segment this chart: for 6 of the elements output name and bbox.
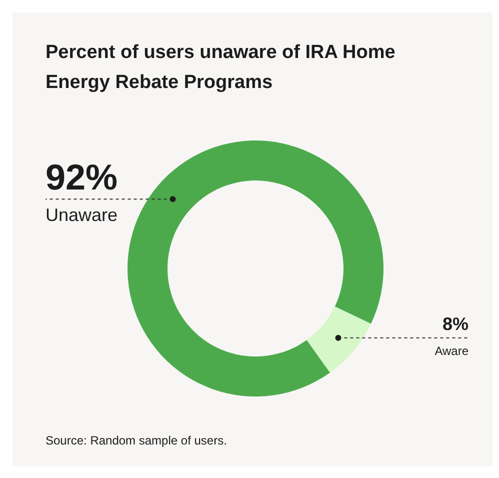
slice-label: Aware [434, 344, 469, 358]
data-label: 8% [442, 314, 468, 334]
slice-label: Unaware [46, 205, 118, 226]
source-note: Source: Random sample of users. [46, 434, 227, 448]
chart-title: Percent of users unaware of IRA Home Energy Rebate Programs [46, 42, 396, 93]
data-label: 92% [46, 156, 118, 198]
